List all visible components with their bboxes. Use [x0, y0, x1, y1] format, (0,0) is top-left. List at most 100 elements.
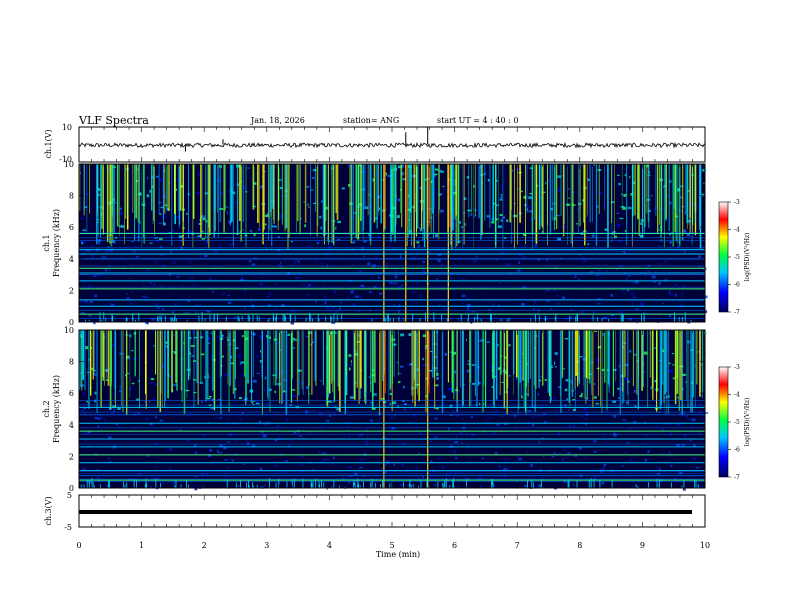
spectrogram-noise [194, 444, 197, 448]
spectrogram-noise [248, 260, 252, 263]
spectrogram-noise [596, 275, 598, 277]
x-tick-label: 7 [515, 541, 520, 550]
spectrogram-noise [199, 381, 203, 385]
spectrogram-noise [591, 361, 594, 364]
spectrogram-noise [593, 396, 597, 399]
spectrogram-noise [195, 475, 197, 478]
spectrogram-noise [597, 346, 601, 349]
spectrogram-noise [698, 255, 702, 259]
spectrogram-noise [98, 240, 100, 243]
spectrogram-noise [587, 242, 589, 246]
spectrogram-noise [226, 206, 229, 208]
spectrogram-noise [574, 454, 578, 457]
spectrogram-noise [215, 413, 217, 416]
spectrogram-noise [427, 251, 431, 254]
spectrogram-noise [677, 188, 681, 192]
spectrogram-noise [120, 225, 125, 228]
spectrogram-noise [696, 206, 699, 208]
spectrogram-noise [487, 341, 490, 343]
spectrogram-noise [118, 426, 122, 428]
spectrogram-noise [617, 387, 621, 390]
y-tick-label: 10 [64, 160, 74, 169]
spectrogram-noise [294, 338, 297, 341]
spectrogram-noise [424, 346, 429, 350]
spectrogram-noise [375, 256, 377, 259]
spectrogram-noise [513, 415, 516, 417]
colorbar-tick-label: -4 [734, 392, 740, 399]
spectrogram-noise [695, 365, 697, 367]
spectrogram-noise [500, 216, 502, 218]
spectrogram-noise [528, 196, 532, 199]
spectrogram-noise [401, 464, 404, 467]
spectrogram-noise [532, 308, 535, 310]
spectrogram-noise [80, 301, 84, 304]
spectrogram-noise [370, 381, 373, 384]
spectrogram-noise [610, 201, 615, 203]
spectrogram-noise [467, 359, 470, 362]
spectrogram-noise [667, 422, 672, 425]
spectrogram-noise [372, 407, 376, 410]
ch2-colorbar-gradient [718, 366, 729, 478]
spectrogram-noise [554, 361, 556, 365]
spectrogram-noise [453, 370, 456, 374]
spectrogram-noise [206, 241, 208, 245]
spectrogram-noise [96, 248, 99, 252]
spectrogram-noise [185, 312, 187, 315]
spectrogram-noise [284, 470, 287, 473]
spectrogram-noise [274, 438, 278, 442]
spectrogram-noise [595, 248, 598, 249]
spectrogram-noise [202, 433, 205, 437]
spectrogram-noise [614, 235, 618, 239]
spectrogram-noise [174, 479, 176, 483]
spectrogram-noise [142, 295, 147, 298]
spectrogram-noise [681, 373, 686, 376]
spectrogram-noise [224, 459, 228, 461]
spectrogram-noise [658, 282, 662, 285]
spectrogram-noise [390, 451, 393, 453]
spectrogram-noise [243, 243, 247, 245]
spectrogram-noise [263, 388, 265, 391]
spectrogram-noise [306, 335, 309, 338]
spectrogram-noise [84, 206, 88, 209]
spectrogram-noise [201, 400, 203, 403]
spectrogram-noise [332, 456, 335, 460]
spectrogram-noise [111, 343, 114, 347]
spectrogram-noise [106, 483, 110, 486]
spectrogram-noise [599, 191, 602, 195]
spectrogram-noise [135, 256, 140, 258]
spectrogram-noise [302, 283, 306, 286]
spectrogram-noise [262, 434, 267, 438]
spectrogram-noise [358, 270, 362, 273]
spectrogram-noise [415, 467, 418, 469]
spectrogram-noise [604, 409, 609, 413]
spectrogram-noise [554, 366, 557, 368]
spectrogram-noise [432, 305, 434, 309]
spectrogram-noise [636, 360, 639, 362]
ch3-waveform-panel: 5 -5 ch.3(V) [44, 491, 706, 532]
spectrogram-noise [473, 216, 475, 218]
spectrogram-noise [674, 271, 679, 273]
spectrogram-noise [478, 477, 483, 480]
spectrogram-noise [227, 419, 230, 421]
spectrogram-noise [650, 195, 653, 197]
spectrogram-noise [277, 342, 281, 345]
spectrogram-noise [126, 372, 130, 374]
spectrogram-noise [438, 456, 441, 460]
spectrogram-noise [662, 349, 665, 352]
spectrogram-noise [80, 312, 85, 314]
spectrogram-noise [97, 274, 102, 277]
spectrogram-noise [621, 486, 623, 488]
ch1-colorbar: -3 -4 -5 -6 -7 log(PSD)(V²/Hz) [718, 199, 751, 316]
spectrogram-noise [169, 467, 172, 471]
spectrogram-noise [544, 316, 548, 319]
spectrogram-noise [170, 250, 173, 253]
spectrogram-noise [172, 230, 175, 232]
spectrogram-noise [541, 230, 544, 234]
spectrogram-noise [312, 341, 314, 344]
spectrogram-noise [687, 418, 691, 420]
spectrogram-noise [143, 296, 146, 299]
spectrogram-noise [553, 452, 556, 454]
spectrogram-noise [348, 435, 350, 439]
spectrogram-noise [83, 407, 86, 410]
spectrogram-noise [427, 480, 430, 482]
